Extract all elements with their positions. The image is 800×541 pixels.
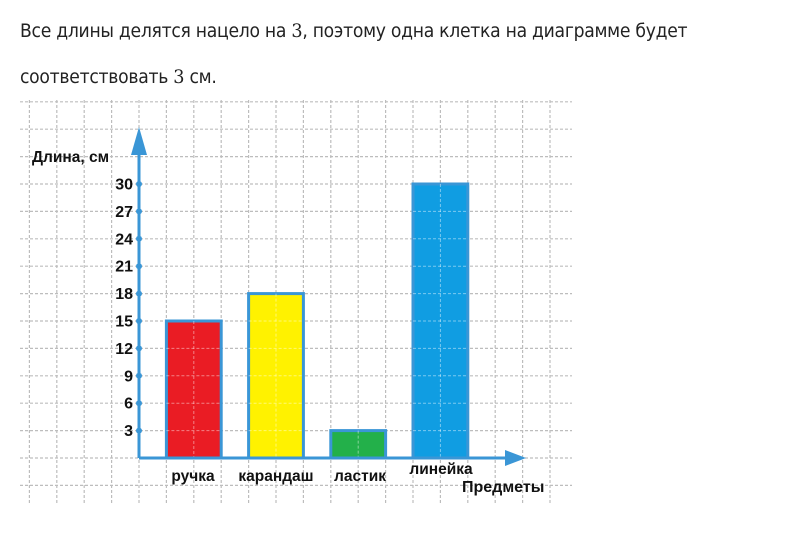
y-tick-dot <box>136 427 142 434</box>
explanation-text: , поэтому одна клетка на диаграмме будет <box>302 21 688 42</box>
math-number: 3 <box>173 66 185 88</box>
y-tick-label: 6 <box>124 396 133 413</box>
y-tick-label: 27 <box>115 204 133 221</box>
y-tick-label: 24 <box>115 231 133 248</box>
math-number: 3 <box>291 20 303 42</box>
y-tick-label: 21 <box>115 259 133 276</box>
explanation-text: Все длины делятся нацело на <box>20 21 292 42</box>
x-tick-label: ластик <box>334 468 386 485</box>
y-tick-dot <box>136 318 142 324</box>
x-tick-label: ручка <box>171 468 215 485</box>
x-axis-labels: ручка карандаш ластик линейка <box>171 461 473 485</box>
bar-линейка <box>411 182 470 460</box>
y-tick-dot <box>136 290 142 297</box>
y-tick-label: 3 <box>124 423 133 440</box>
bar-ластик <box>329 429 388 460</box>
y-axis-title: Длина, см <box>32 149 109 166</box>
explanation-text: соответствовать <box>20 67 174 88</box>
explanation-text: см. <box>184 67 217 88</box>
x-tick-label: карандаш <box>238 468 313 485</box>
y-tick-dot <box>136 400 142 407</box>
y-axis-arrow-icon <box>131 127 147 155</box>
y-axis-ticks: 3 6 9 12 15 18 21 24 27 30 <box>115 177 142 440</box>
explanation-line-2: соответствовать 3 см. <box>20 66 217 88</box>
y-tick-dot <box>136 208 142 215</box>
y-tick-label: 9 <box>124 368 133 385</box>
explanation-line-1: Все длины делятся нацело на 3, поэтому о… <box>20 20 688 42</box>
x-axis-arrow-icon <box>505 450 526 466</box>
y-tick-dot <box>136 181 142 187</box>
y-tick-dot <box>136 235 142 242</box>
y-tick-label: 12 <box>115 341 133 358</box>
chart-axes <box>131 127 526 466</box>
y-tick-label: 15 <box>115 314 133 331</box>
y-tick-dot <box>136 263 142 270</box>
y-tick-dot <box>136 372 142 379</box>
y-tick-label: 18 <box>115 286 133 303</box>
x-axis-title: Предметы <box>462 479 544 496</box>
y-tick-dot <box>136 345 142 352</box>
chart-bars <box>164 182 470 460</box>
y-tick-label: 30 <box>115 177 133 194</box>
x-tick-label: линейка <box>409 461 473 478</box>
